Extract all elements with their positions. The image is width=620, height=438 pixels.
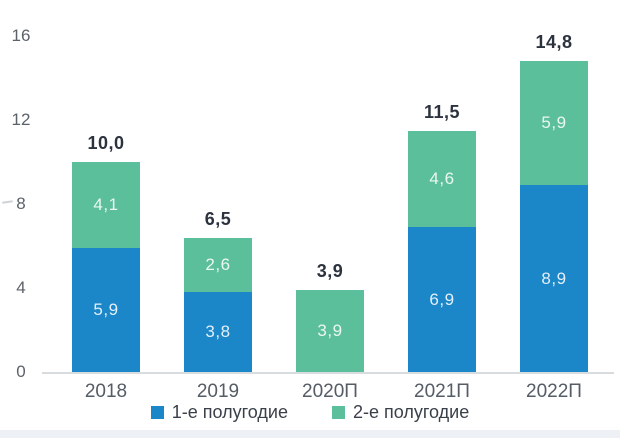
bar-group: 3,9 3,9 2020П (274, 36, 386, 402)
legend: 1-е полугодие 2-е полугодие (0, 402, 620, 423)
x-axis-label: 2020П (302, 381, 358, 402)
bar-group: 6,9 4,6 11,5 2021П (386, 36, 498, 402)
x-axis-label: 2018 (84, 381, 128, 402)
legend-item[interactable]: 1-е полугодие (150, 402, 288, 423)
bar-group: 3,8 2,6 6,5 2019 (162, 36, 274, 402)
bar-value-label: 8,9 (541, 268, 567, 288)
x-axis-label: 2019 (196, 381, 240, 402)
x-axis-baseline (42, 372, 614, 374)
bar-value-label: 5,9 (93, 300, 119, 320)
footer-strip (0, 430, 620, 438)
y-tick-label: 8 (16, 194, 26, 213)
bar-total-label: 10,0 (87, 133, 125, 153)
y-tick-label: 16 (11, 26, 31, 45)
bar-segment: 3,8 (184, 292, 252, 372)
bar-value-label: 3,8 (205, 322, 231, 342)
y-tick-label: 12 (11, 110, 31, 129)
bar-total-label: 14,8 (535, 32, 573, 53)
bar-value-label: 4,1 (93, 195, 119, 215)
bar-total-label: 6,5 (204, 208, 232, 229)
bar-segment: 2,6 (184, 237, 252, 293)
bar-value-label: 4,6 (429, 168, 455, 188)
legend-label: 2-е полугодие (353, 402, 470, 422)
bar-value-label: 6,9 (429, 289, 455, 309)
bar-value-label: 2,6 (205, 254, 231, 274)
bars: 5,9 4,1 10,0 2018 3,8 2,6 6,5 2019 3,9 3,9 2020П 6,… (50, 32, 610, 402)
bar-segment: 3,9 (296, 290, 364, 372)
bar-segment: 4,6 (408, 130, 476, 228)
x-axis-label: 2021П (414, 381, 470, 402)
bar-value-label: 3,9 (317, 321, 343, 341)
stacked-bar[interactable]: 6,9 4,6 (408, 130, 476, 372)
stacked-bar[interactable]: 5,9 4,1 (72, 162, 140, 372)
stacked-bar[interactable]: 3,9 (296, 290, 364, 372)
x-axis-label: 2022П (526, 381, 582, 402)
stacked-bar[interactable]: 3,8 2,6 (184, 237, 252, 372)
bar-segment: 6,9 (408, 227, 476, 372)
y-tick-label: 4 (16, 278, 26, 297)
bar-total-label: 11,5 (423, 101, 461, 122)
plot-area: 0 4 8 12 16 5,9 4,1 10,0 2018 3,8 2,6 6,5 2019 3,9 3,… (12, 26, 614, 402)
legend-swatch (332, 406, 345, 419)
y-tick-label: 0 (16, 362, 26, 381)
bar-segment: 4,1 (72, 162, 140, 249)
bar-value-label: 5,9 (541, 113, 567, 133)
legend-label: 1-е полугодие (171, 402, 288, 422)
bar-total-label: 3,9 (316, 261, 344, 282)
bar-segment: 8,9 (520, 185, 588, 372)
bar-group: 5,9 4,1 10,0 2018 (50, 36, 162, 402)
bar-group: 8,9 5,9 14,8 2022П (498, 32, 610, 402)
legend-item[interactable]: 2-е полугодие (332, 402, 469, 423)
bar-segment: 5,9 (520, 61, 588, 186)
stacked-bar[interactable]: 8,9 5,9 (520, 61, 588, 372)
bar-segment: 5,9 (72, 248, 140, 372)
legend-swatch (150, 406, 164, 419)
